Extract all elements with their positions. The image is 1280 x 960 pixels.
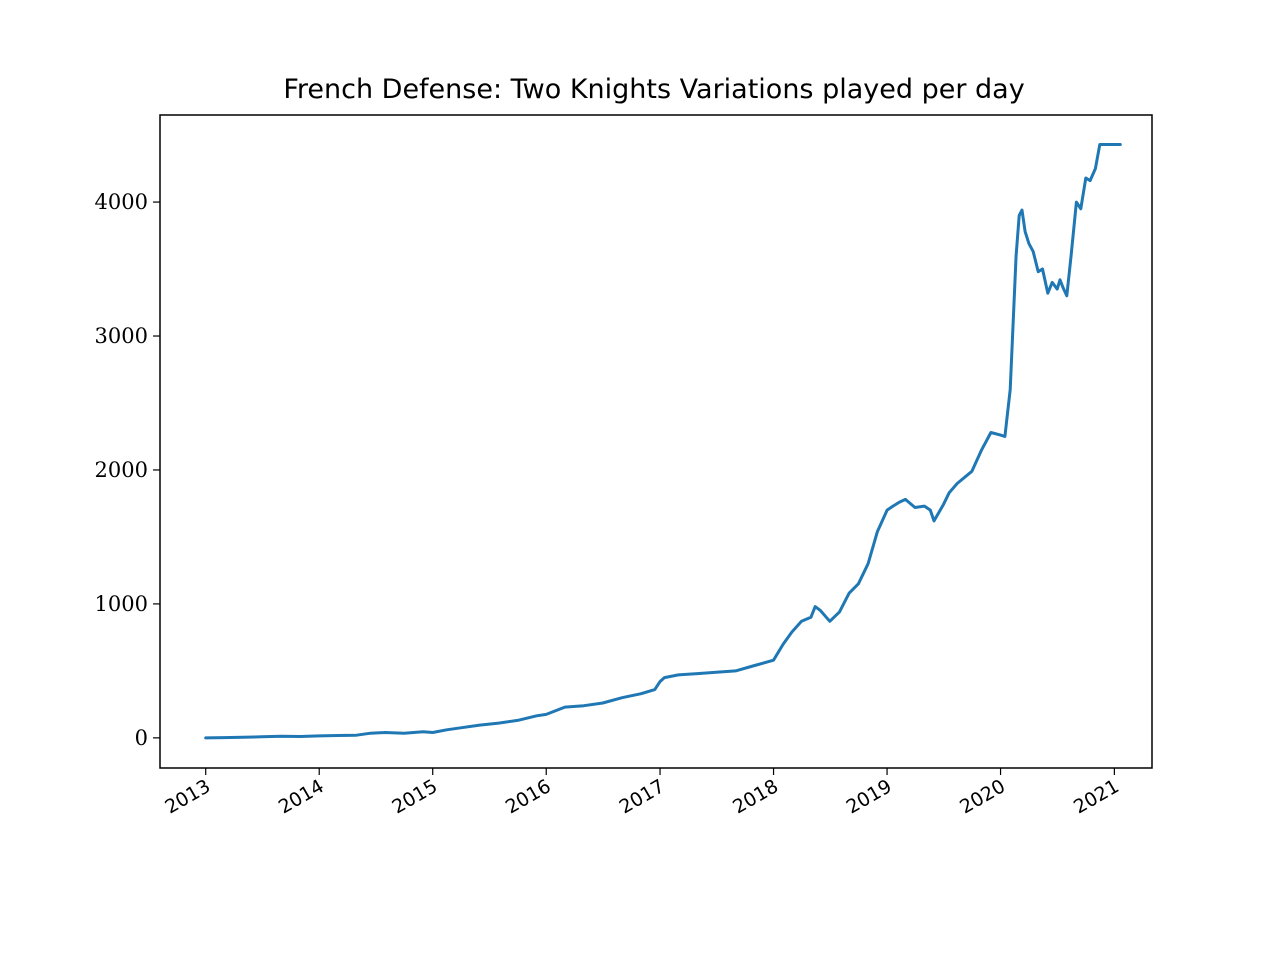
xtick-label: 2021 <box>1070 775 1123 818</box>
ytick-label: 3000 <box>95 324 148 348</box>
ytick-label: 4000 <box>95 190 148 214</box>
ytick-label: 1000 <box>95 592 148 616</box>
ytick-label: 2000 <box>95 458 148 482</box>
xtick-label: 2020 <box>956 775 1009 818</box>
xtick-label: 2018 <box>729 775 782 818</box>
xtick-label: 2015 <box>388 775 441 818</box>
xtick-label: 2014 <box>275 775 328 818</box>
chart-title: French Defense: Two Knights Variations p… <box>283 74 1024 105</box>
series-line <box>204 143 1122 740</box>
xtick-label: 2019 <box>843 775 896 818</box>
xtick-label: 2016 <box>502 775 555 818</box>
xtick-label: 2017 <box>616 775 669 818</box>
plot-area-frame <box>159 114 1153 769</box>
ytick-label: 0 <box>135 726 148 750</box>
xtick-label: 2013 <box>161 775 214 818</box>
